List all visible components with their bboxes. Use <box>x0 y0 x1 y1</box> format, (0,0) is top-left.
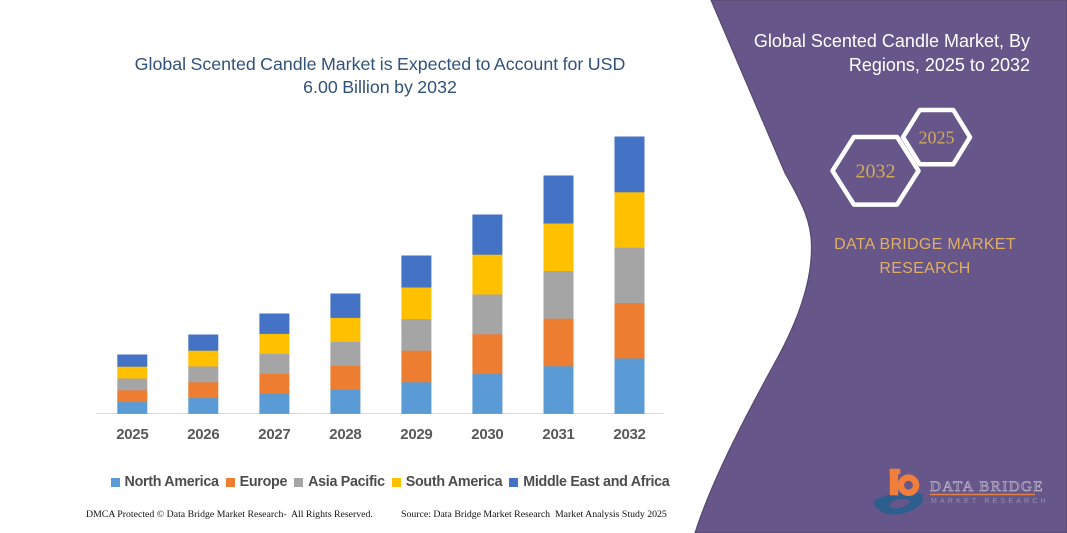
svg-text:DATA BRIDGE: DATA BRIDGE <box>930 479 1044 495</box>
svg-text:MARKET RESEARCH: MARKET RESEARCH <box>931 498 1049 505</box>
svg-text:2025: 2025 <box>919 128 955 148</box>
svg-text:2032: 2032 <box>856 161 896 183</box>
